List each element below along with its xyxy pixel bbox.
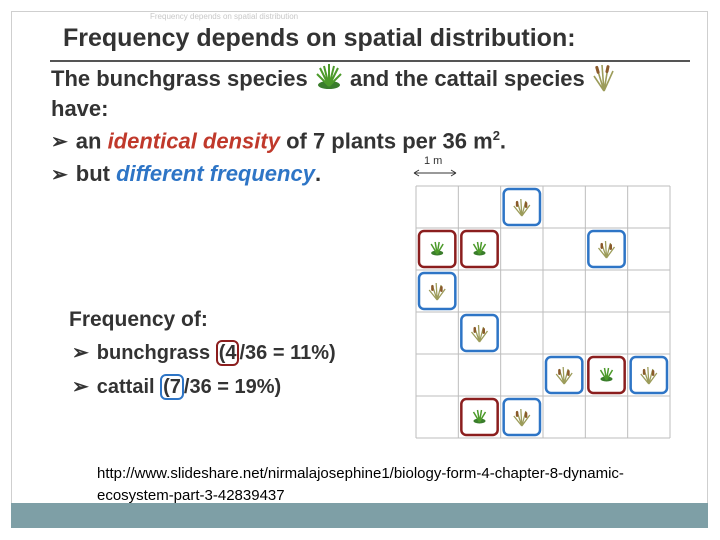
bunchgrass-plant-icon	[599, 367, 614, 382]
freq-bunchgrass-rest: /36 = 11%)	[239, 342, 336, 364]
scale-label: 1 m	[424, 155, 443, 167]
bunchgrass-cell-marker	[417, 229, 457, 269]
cattail-icon	[591, 62, 617, 98]
cattail-cell-marker	[502, 187, 542, 227]
arrow-bullet-icon: ➢	[72, 342, 89, 364]
bunchgrass-cell-marker	[460, 229, 499, 269]
bunchgrass-cell-marker	[460, 397, 499, 437]
bullet-density-post: of 7 plants per 36 m	[279, 128, 493, 154]
bullet-density-pre: an	[75, 128, 108, 154]
intro-line: The bunchgrass species and the cattail s…	[51, 62, 617, 98]
intro-text-2: and the cattail species	[350, 65, 585, 91]
frequency-bunchgrass: ➢ bunchgrass (4/36 = 11%)	[72, 340, 336, 366]
bunchgrass-plant-icon	[430, 241, 444, 256]
bullet-density-emphasis: identical density	[107, 128, 280, 154]
intro-text-1: The bunchgrass species	[51, 65, 308, 91]
arrow-bullet-icon: ➢	[51, 164, 68, 186]
title-underline	[50, 60, 690, 62]
freq-bunchgrass-count-box: (4	[215, 340, 240, 366]
cattail-plant-icon	[428, 282, 446, 301]
bunchgrass-plant-icon	[472, 241, 487, 256]
cattail-cell-marker	[460, 313, 499, 353]
bullet-density: ➢ an identical density of 7 plants per 36…	[51, 128, 506, 154]
slide-title: Frequency depends on spatial distributio…	[63, 24, 576, 52]
bullet-frequency-emphasis: different frequency	[116, 161, 315, 186]
bullet-frequency-end: .	[314, 161, 322, 186]
footer-bar	[11, 503, 708, 528]
arrow-bullet-icon: ➢	[51, 131, 68, 154]
bunchgrass-plant-icon	[472, 409, 487, 424]
cattail-plant-icon	[470, 324, 489, 343]
bunchgrass-cell-marker	[587, 355, 626, 395]
cattail-cell-marker	[544, 355, 584, 395]
intro-line-2: have:	[51, 96, 109, 121]
source-url: http://www.slideshare.net/nirmalajosephi…	[97, 465, 624, 504]
frequency-cattail: ➢ cattail (7/36 = 19%)	[72, 374, 282, 400]
scale-indicator: 1 m	[412, 155, 462, 182]
cattail-cell-marker	[629, 355, 669, 395]
cattail-plant-icon	[597, 240, 616, 259]
frequency-title: Frequency of:	[69, 308, 208, 331]
bullet-density-sup: 2	[492, 128, 500, 143]
freq-cattail-rest: /36 = 19%)	[183, 376, 282, 398]
cattail-cell-marker	[502, 397, 542, 437]
freq-cattail-count-box: (7	[160, 374, 184, 400]
freq-bunchgrass-count: 4	[225, 342, 237, 364]
freq-bunchgrass-open: (	[218, 342, 226, 364]
cattail-plant-icon	[640, 366, 658, 385]
freq-bunchgrass-label: bunchgrass	[96, 342, 216, 364]
freq-cattail-open: (	[163, 376, 170, 398]
quadrat-grid	[415, 185, 671, 444]
bunchgrass-icon	[314, 64, 344, 96]
bullet-frequency: ➢ but different frequency.	[51, 161, 321, 187]
cattail-plant-icon	[513, 408, 531, 427]
cattail-cell-marker	[417, 271, 457, 311]
faint-header-text: Frequency depends on spatial distributio…	[150, 12, 299, 21]
bullet-density-end: .	[499, 128, 507, 154]
cattail-plant-icon	[555, 366, 573, 385]
arrow-bullet-icon: ➢	[72, 376, 89, 398]
freq-cattail-count: 7	[169, 376, 181, 398]
cattail-cell-marker	[587, 229, 626, 269]
bullet-frequency-pre: but	[75, 161, 117, 186]
freq-cattail-label: cattail	[96, 376, 161, 398]
cattail-plant-icon	[513, 198, 531, 217]
